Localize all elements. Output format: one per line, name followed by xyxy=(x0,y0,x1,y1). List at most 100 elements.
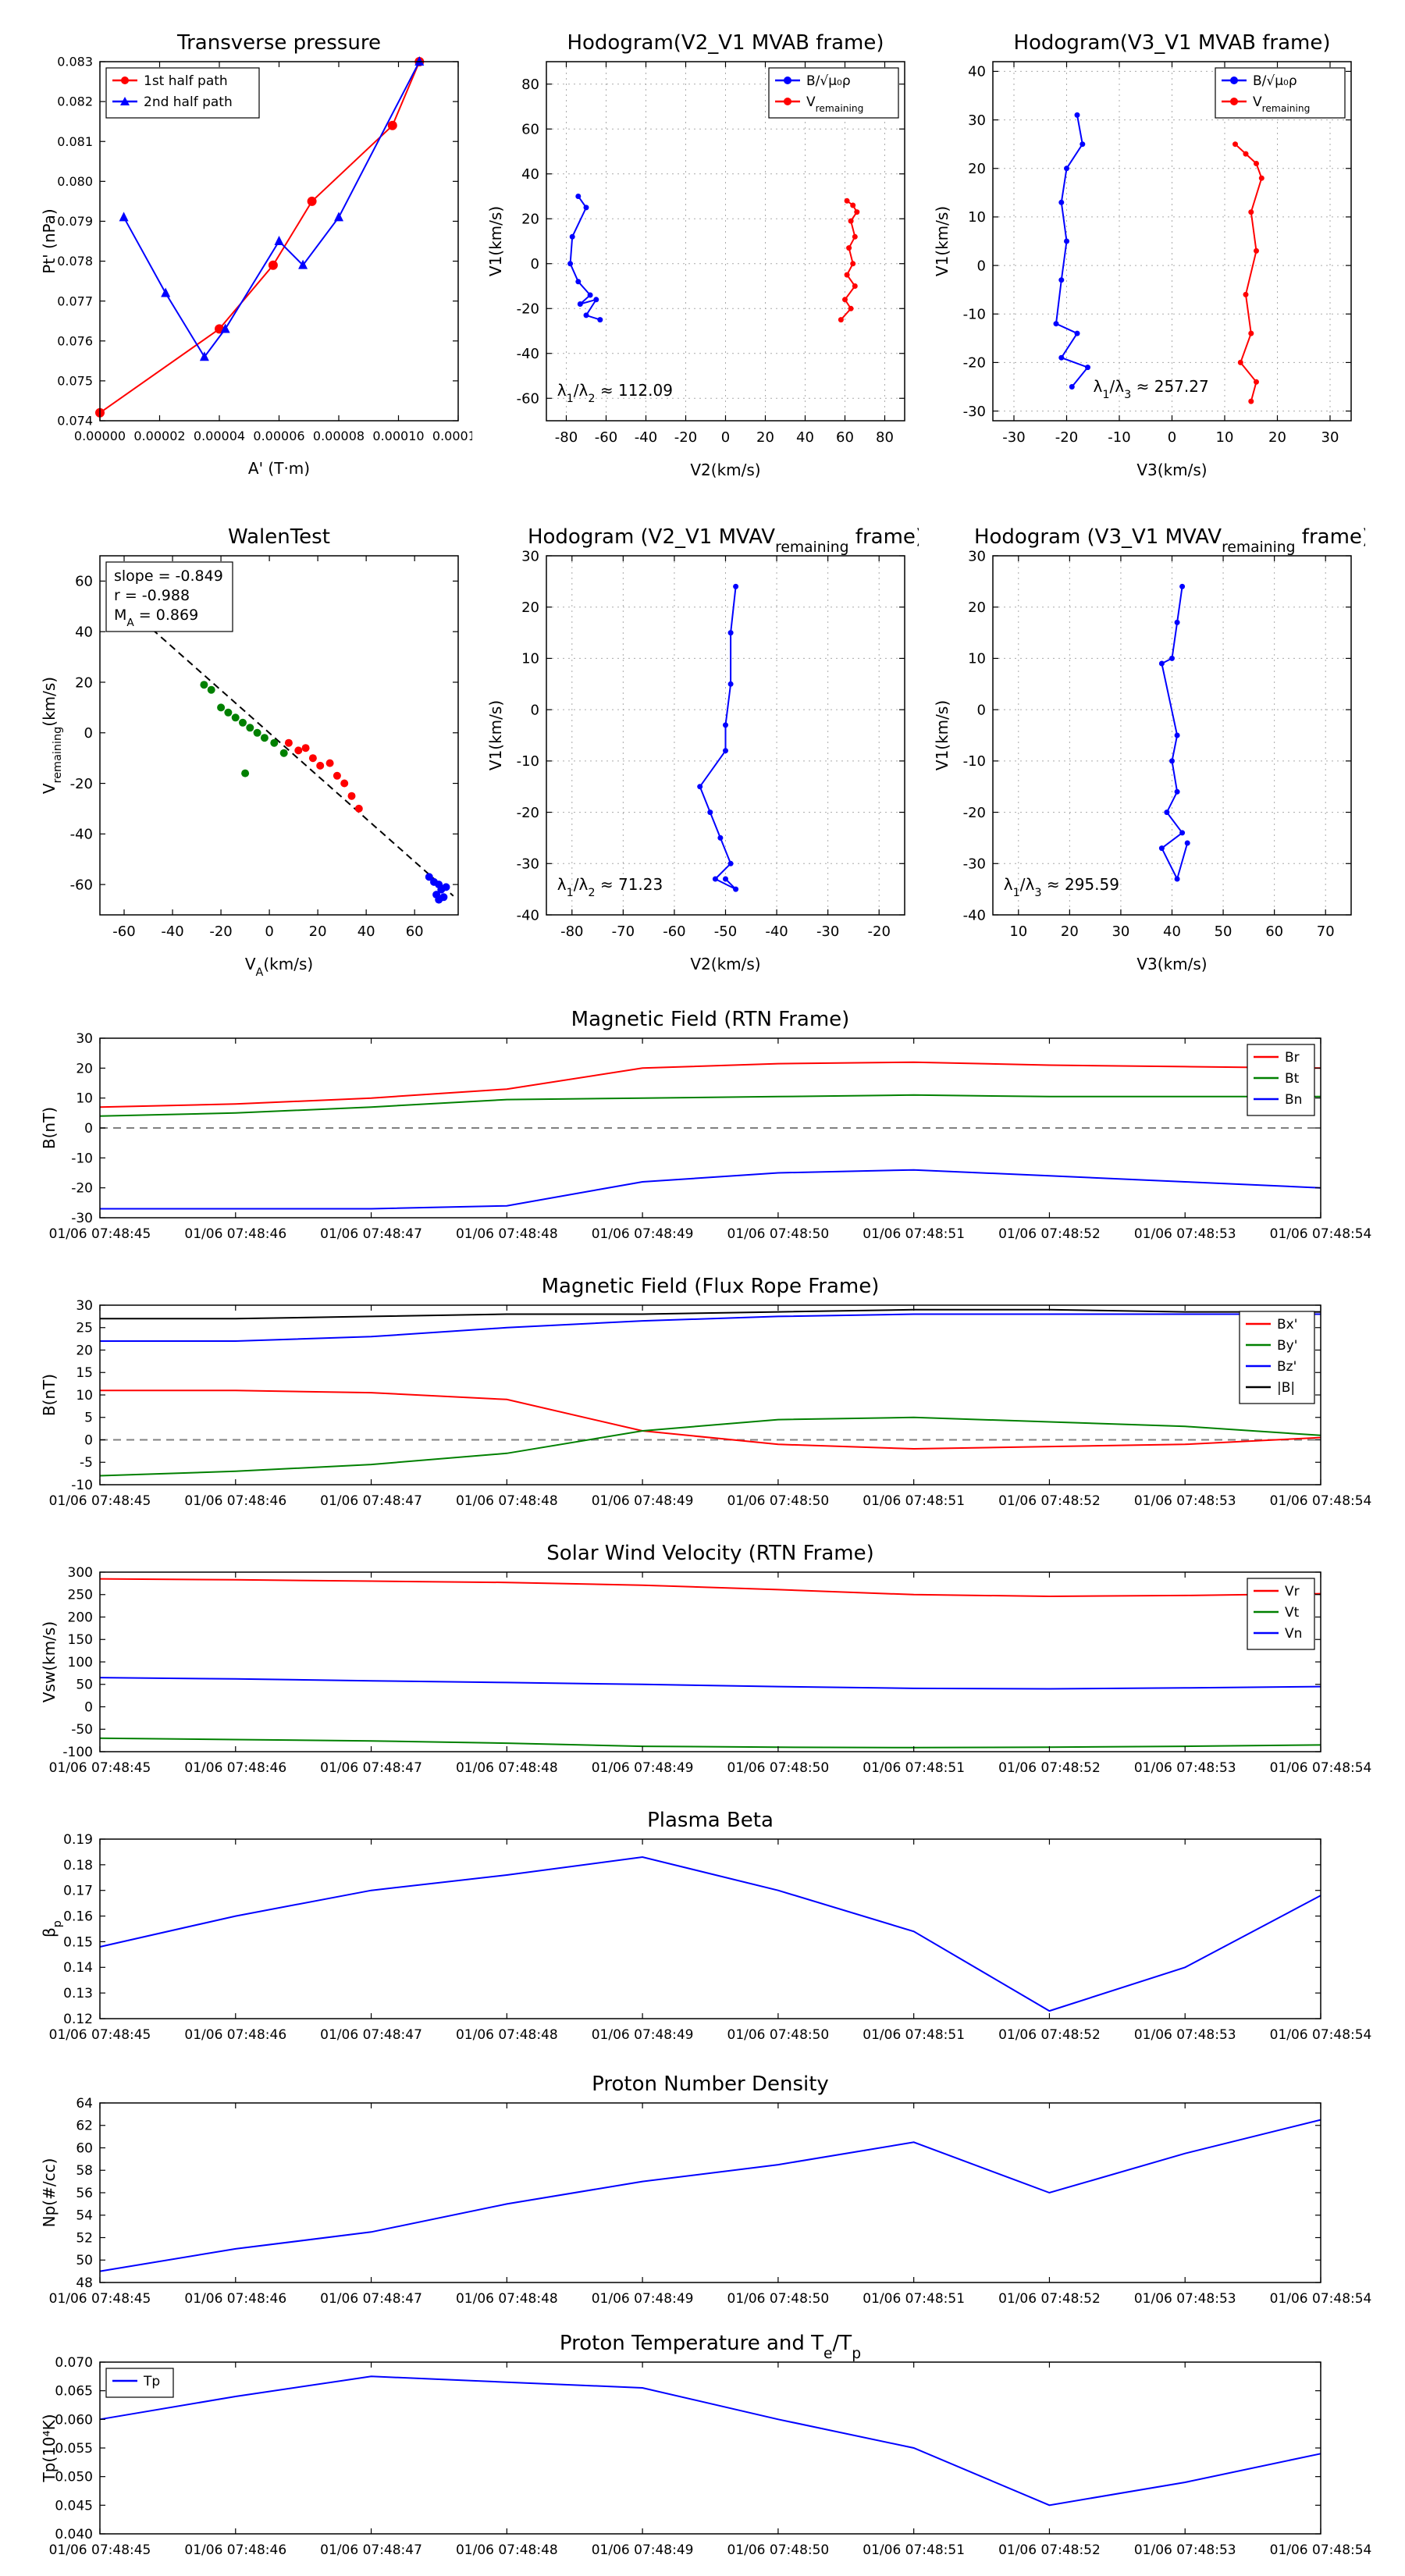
svg-text:01/06 07:48:52: 01/06 07:48:52 xyxy=(998,2542,1101,2558)
svg-text:Vremaining(km/s): Vremaining(km/s) xyxy=(40,677,64,794)
svg-text:10: 10 xyxy=(76,1388,93,1404)
svg-text:60: 60 xyxy=(75,574,93,590)
svg-text:60: 60 xyxy=(521,122,539,138)
series-Bn xyxy=(100,1169,1321,1210)
svg-text:Tp(10⁴K): Tp(10⁴K) xyxy=(40,2414,59,2482)
svg-text:Np(#/cc): Np(#/cc) xyxy=(40,2158,59,2228)
svg-text:B/√μ₀ρ: B/√μ₀ρ xyxy=(806,73,851,89)
chart-svg-transverse-pressure: 0.00000 0.00002 0.00004 0.00006 0.00008 0.000… xyxy=(40,31,484,478)
svg-text:0.13: 0.13 xyxy=(63,1986,93,2001)
legend xyxy=(768,67,899,119)
svg-text:0.075: 0.075 xyxy=(57,373,93,388)
svg-text:-70: -70 xyxy=(612,923,635,940)
svg-text:0.00010: 0.00010 xyxy=(372,429,424,443)
svg-text:0.050: 0.050 xyxy=(55,2470,93,2485)
svg-text:0.040: 0.040 xyxy=(55,2527,93,2542)
svg-text:20: 20 xyxy=(1061,923,1079,940)
svg-text:01/06 07:48:50: 01/06 07:48:50 xyxy=(727,1493,830,1509)
series-|B| xyxy=(100,1308,1321,1320)
series-s0 xyxy=(99,1856,1321,2012)
svg-text:20: 20 xyxy=(521,212,539,228)
svg-text:A' (T·m): A' (T·m) xyxy=(248,459,310,478)
svg-text:01/06 07:48:50: 01/06 07:48:50 xyxy=(727,2027,830,2043)
svg-text:01/06 07:48:53: 01/06 07:48:53 xyxy=(1134,2542,1236,2558)
svg-text:-60: -60 xyxy=(112,923,135,940)
svg-text:r = -0.988: r = -0.988 xyxy=(114,587,190,604)
svg-text:0: 0 xyxy=(84,1699,93,1715)
svg-text:-10: -10 xyxy=(963,753,986,770)
svg-text:-30: -30 xyxy=(963,404,986,420)
svg-text:Hodogram(V3_V1 MVAB frame): Hodogram(V3_V1 MVAB frame) xyxy=(1013,31,1330,55)
svg-text:-5: -5 xyxy=(80,1455,93,1471)
svg-text:01/06 07:48:49: 01/06 07:48:49 xyxy=(592,1226,694,1242)
svg-text:01/06 07:48:46: 01/06 07:48:46 xyxy=(184,1493,286,1509)
svg-text:0.079: 0.079 xyxy=(57,214,93,229)
svg-text:01/06 07:48:51: 01/06 07:48:51 xyxy=(863,2291,965,2307)
svg-text:-20: -20 xyxy=(963,355,986,372)
svg-text:0: 0 xyxy=(977,258,986,274)
svg-text:B(nT): B(nT) xyxy=(40,1107,59,1149)
svg-text:20: 20 xyxy=(756,429,774,446)
svg-text:Bt: Bt xyxy=(1285,1071,1300,1087)
svg-text:20: 20 xyxy=(76,1061,93,1076)
svg-text:58: 58 xyxy=(76,2163,93,2179)
svg-text:01/06 07:48:46: 01/06 07:48:46 xyxy=(184,2542,286,2558)
chart-svg-hodogram-v3v1-mvab: -30 -20 -10 0 10 20 30 -30 -20 -10 0 10 20 30 40 Hodogr… xyxy=(933,31,1352,479)
legend xyxy=(1239,1311,1315,1404)
svg-text:01/06 07:48:54: 01/06 07:48:54 xyxy=(1270,1760,1372,1776)
svg-text:0.077: 0.077 xyxy=(57,294,93,308)
svg-text:01/06 07:48:47: 01/06 07:48:47 xyxy=(320,1760,422,1776)
svg-text:-40: -40 xyxy=(161,923,183,940)
chart-proton-temperature: 01/06 07:48:45 01/06 07:48:46 01/06 07:48:… xyxy=(31,2323,1377,2571)
series-B/√μ₀ρ xyxy=(1055,115,1090,388)
chart-magnetic-fluxrope: 01/06 07:48:45 01/06 07:48:46 01/06 07:48:… xyxy=(31,1266,1377,1522)
svg-text:-80: -80 xyxy=(555,429,578,446)
svg-text:-40: -40 xyxy=(517,346,539,362)
svg-text:Bx': Bx' xyxy=(1277,1317,1297,1332)
svg-text:Vsw(km/s): Vsw(km/s) xyxy=(40,1621,59,1703)
svg-text:01/06 07:48:52: 01/06 07:48:52 xyxy=(998,1493,1101,1509)
series-Bx' xyxy=(100,1389,1321,1450)
svg-text:0.12: 0.12 xyxy=(63,2012,93,2027)
svg-text:30: 30 xyxy=(521,548,539,564)
chart-plasma-beta: 01/06 07:48:45 01/06 07:48:46 01/06 07:48:… xyxy=(31,1800,1377,2056)
series-Br xyxy=(99,1061,1321,1108)
chart-walen-test: -60 -40 -20 0 20 40 60 -60 -40 -20 0 20 40 60 WalenTes… xyxy=(31,506,472,988)
svg-text:0.078: 0.078 xyxy=(57,254,93,269)
svg-text:Pt' (nPa): Pt' (nPa) xyxy=(40,208,59,273)
svg-text:01/06 07:48:45: 01/06 07:48:45 xyxy=(49,1493,151,1509)
svg-text:-20: -20 xyxy=(1055,429,1078,446)
svg-text:01/06 07:48:51: 01/06 07:48:51 xyxy=(863,1760,965,1776)
svg-text:20: 20 xyxy=(968,161,986,177)
svg-text:-60: -60 xyxy=(70,877,93,893)
series-s0 xyxy=(699,586,737,890)
svg-text:01/06 07:48:48: 01/06 07:48:48 xyxy=(456,2027,558,2043)
svg-text:0.14: 0.14 xyxy=(63,1960,93,1976)
svg-text:10: 10 xyxy=(1216,429,1234,446)
svg-text:0: 0 xyxy=(721,429,730,446)
svg-text:01/06 07:48:48: 01/06 07:48:48 xyxy=(456,1493,558,1509)
svg-text:01/06 07:48:49: 01/06 07:48:49 xyxy=(592,1493,694,1509)
svg-text:Hodogram (V3_V1 MVAVremaining: Hodogram (V3_V1 MVAVremaining frame) xyxy=(974,525,1365,556)
svg-text:|B|: |B| xyxy=(1277,1380,1295,1396)
svg-text:52: 52 xyxy=(76,2230,93,2246)
chart-svg-hodogram-v3v1-mvav: 10 20 30 40 50 60 70-40-30-20-100102030Hodogra… xyxy=(933,525,1370,973)
svg-text:VA(km/s): VA(km/s) xyxy=(245,955,313,979)
svg-text:0: 0 xyxy=(84,1121,93,1137)
series-B/√μ₀ρ xyxy=(569,195,601,321)
svg-text:-80: -80 xyxy=(560,923,583,940)
series-s0 xyxy=(143,621,454,897)
svg-text:0.065: 0.065 xyxy=(55,2384,93,2400)
svg-text:01/06 07:48:46: 01/06 07:48:46 xyxy=(184,2027,286,2043)
svg-text:01/06 07:48:52: 01/06 07:48:52 xyxy=(998,1226,1101,1242)
svg-text:λ1/λ2 ≈ 112.09: λ1/λ2 ≈ 112.09 xyxy=(557,381,673,405)
svg-text:01/06 07:48:48: 01/06 07:48:48 xyxy=(456,1760,558,1776)
svg-text:15: 15 xyxy=(76,1365,93,1381)
svg-text:80: 80 xyxy=(876,429,894,446)
svg-text:0.00012: 0.00012 xyxy=(432,429,472,443)
svg-text:-10: -10 xyxy=(517,753,539,770)
svg-text:-10: -10 xyxy=(963,307,986,323)
svg-text:0.00008: 0.00008 xyxy=(313,429,365,443)
svg-text:Proton Temperature and Te/Tp: Proton Temperature and Te/Tp xyxy=(560,2332,861,2362)
legend xyxy=(1215,67,1346,119)
